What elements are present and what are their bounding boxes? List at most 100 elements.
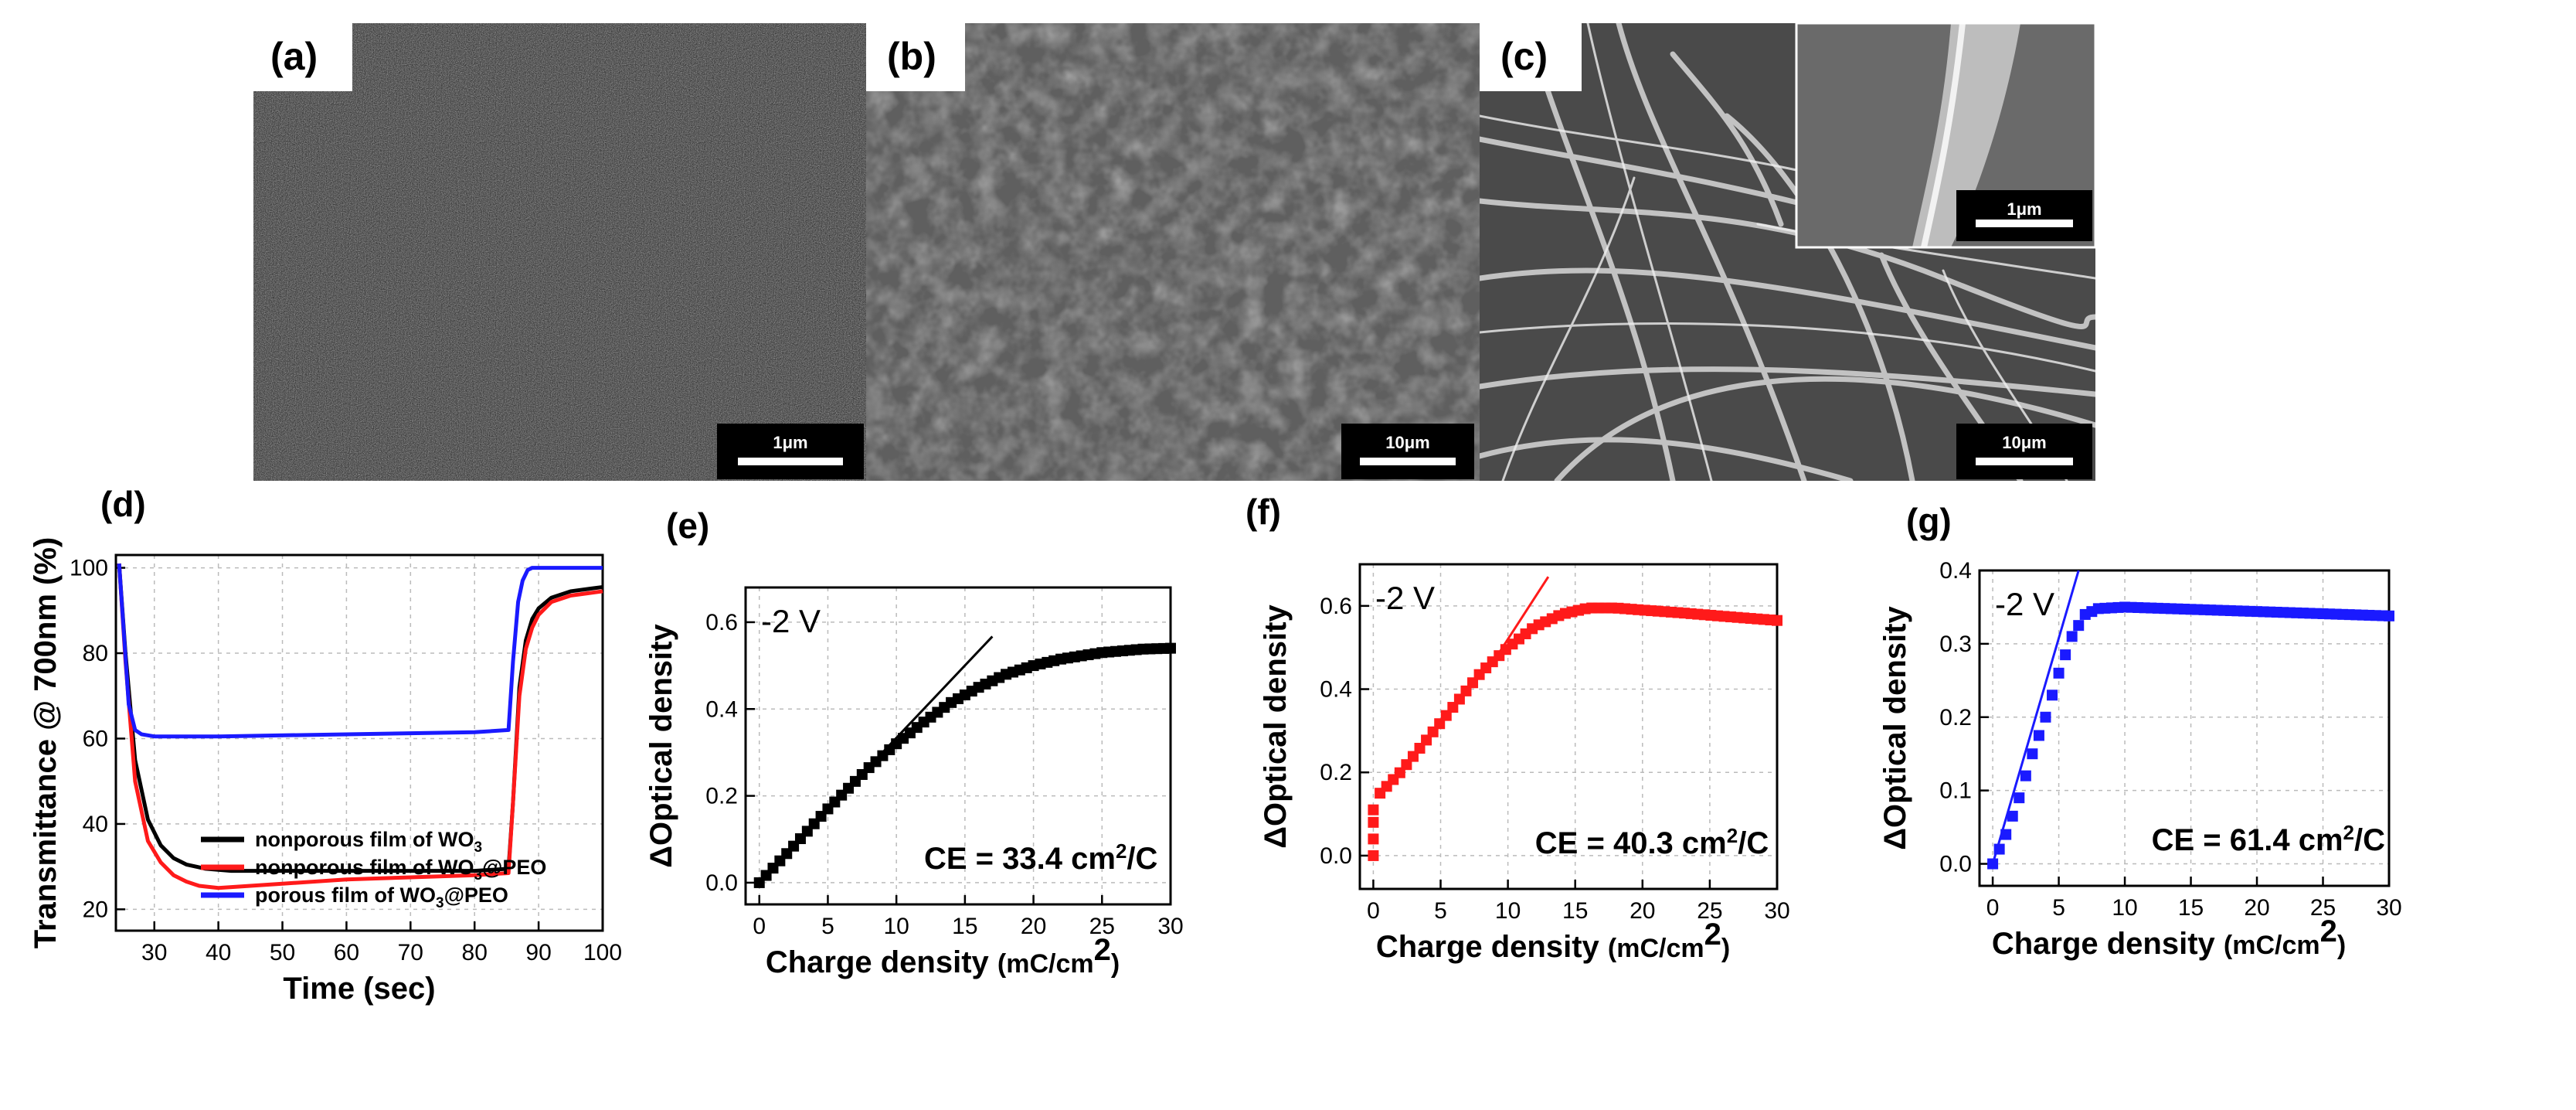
data-point <box>2007 810 2018 822</box>
x-tick-label: 25 <box>1089 914 1115 939</box>
annotation-ce: CE = 40.3 cm2/C <box>1535 824 1769 860</box>
data-point <box>2053 667 2065 679</box>
data-point <box>1368 833 1379 845</box>
chart-e: 0 5 10 15 20 25 30 0.0 0.2 0.4 0.6 (e) Charge densit… <box>644 506 1184 979</box>
data-point <box>1460 685 1472 696</box>
x-axis-label: Charge density (mC/cm2) <box>1376 918 1730 964</box>
scale-bar-c-inset-line <box>1975 220 2074 227</box>
y-axis-label: ΔOptical density <box>1878 606 1912 850</box>
y-tick-label: 0.2 <box>1939 705 1972 730</box>
data-point <box>2000 829 2012 840</box>
data-point <box>2027 748 2038 760</box>
data-point <box>1447 702 1459 713</box>
x-tick-label: 0 <box>1367 898 1380 924</box>
annotation-voltage: -2 V <box>1375 580 1435 616</box>
x-tick-label: 15 <box>952 914 977 939</box>
data-point <box>1368 850 1379 861</box>
legend-entry-2: porous film of WO3@PEO <box>255 884 508 911</box>
scale-bar-b: 10μm <box>1341 424 1474 479</box>
x-tick-label: 70 <box>398 940 423 965</box>
x-tick-label: 50 <box>270 940 295 965</box>
scale-bar-c-inset-label: 1μm <box>2007 199 2042 219</box>
fit-line <box>1991 570 2080 864</box>
annotation-ce: CE = 61.4 cm2/C <box>2152 821 2385 857</box>
scale-bar-b-label: 10μm <box>1385 433 1430 452</box>
data-point <box>2066 631 2078 642</box>
y-tick-label: 20 <box>83 897 108 922</box>
scale-bar-c-label: 10μm <box>2002 433 2047 452</box>
data-point <box>1453 693 1465 705</box>
x-tick-label: 20 <box>2244 895 2269 921</box>
panel-label-a: (a) <box>270 35 318 78</box>
data-point <box>1407 751 1419 762</box>
data-point <box>1440 710 1452 721</box>
series-line-1 <box>117 563 603 890</box>
x-tick-label: 0 <box>1986 895 2000 921</box>
x-tick-label: 5 <box>2052 895 2065 921</box>
plot-frame <box>744 586 1172 906</box>
data-point <box>1414 743 1426 754</box>
data-point <box>1427 726 1439 737</box>
x-tick-label: 20 <box>1021 914 1046 939</box>
x-axis-label: Charge density (mC/cm2) <box>1992 914 2346 961</box>
y-tick-label: 0.4 <box>1939 558 1972 584</box>
x-tick-label: 10 <box>1495 898 1521 924</box>
x-tick-label: 10 <box>2112 895 2137 921</box>
scale-bar-b-line <box>1360 458 1456 465</box>
data-point <box>2033 730 2044 741</box>
annotation-voltage: -2 V <box>761 603 821 639</box>
plot-frame <box>1978 569 2391 887</box>
y-tick-label: 0.1 <box>1939 778 1972 804</box>
data-point <box>2060 649 2071 661</box>
data-point <box>2384 610 2394 621</box>
data-point <box>1401 759 1412 771</box>
data-point <box>1165 642 1176 654</box>
sem-image-c <box>1480 23 2095 481</box>
data-point <box>1368 816 1379 828</box>
y-tick-label: 0.4 <box>705 696 738 722</box>
scale-bar-a: 1μm <box>717 424 864 479</box>
y-tick-label: 0.4 <box>1320 677 1352 703</box>
data-point <box>2073 620 2085 632</box>
x-tick-label: 60 <box>334 940 359 965</box>
x-tick-label: 15 <box>2178 895 2204 921</box>
series-line-2 <box>117 563 603 739</box>
scale-bar-a-line <box>737 458 844 465</box>
data-point <box>2020 770 2031 781</box>
panel-label-cover-a <box>253 22 352 91</box>
x-tick-label: 15 <box>1562 898 1588 924</box>
x-tick-label: 90 <box>525 940 551 965</box>
y-tick-label: 100 <box>70 556 108 581</box>
legend-entry-1: nonporous film of WO3@PEO <box>255 856 546 884</box>
data-point <box>2014 792 2025 804</box>
data-point <box>1987 858 1999 870</box>
scale-bar-a-label: 1μm <box>773 433 808 452</box>
x-tick-label: 25 <box>1697 898 1722 924</box>
data-point <box>1434 718 1446 730</box>
data-point <box>1421 734 1432 746</box>
data-point <box>1467 677 1479 689</box>
sem-image-b <box>866 23 1480 481</box>
y-tick-label: 0.0 <box>705 870 738 896</box>
y-axis-label: ΔOptical density <box>1259 604 1293 849</box>
panel-label-e: (e) <box>666 506 709 546</box>
x-tick-label: 30 <box>1157 914 1183 939</box>
panel-label-c: (c) <box>1500 35 1548 78</box>
sem-image-a <box>253 23 866 481</box>
scale-bar-c-line <box>1975 458 2074 465</box>
x-tick-label: 30 <box>1764 898 1789 924</box>
y-tick-label: 0.2 <box>1320 760 1352 785</box>
x-tick-label: 10 <box>883 914 909 939</box>
plot-frame <box>114 553 604 932</box>
plot-frame <box>1358 563 1779 890</box>
legend-entry-0: nonporous film of WO3 <box>255 828 482 856</box>
annotation-ce: CE = 33.4 cm2/C <box>924 839 1157 876</box>
y-tick-label: 60 <box>83 726 108 751</box>
panel-label-cover-b <box>866 22 965 91</box>
annotation-voltage: -2 V <box>1995 586 2054 622</box>
panel-label-f: (f) <box>1246 492 1281 532</box>
y-tick-label: 0.2 <box>705 784 738 809</box>
data-point <box>1772 615 1782 626</box>
scale-bar-c-inset: 1μm <box>1956 190 2092 241</box>
x-tick-label: 80 <box>462 940 488 965</box>
